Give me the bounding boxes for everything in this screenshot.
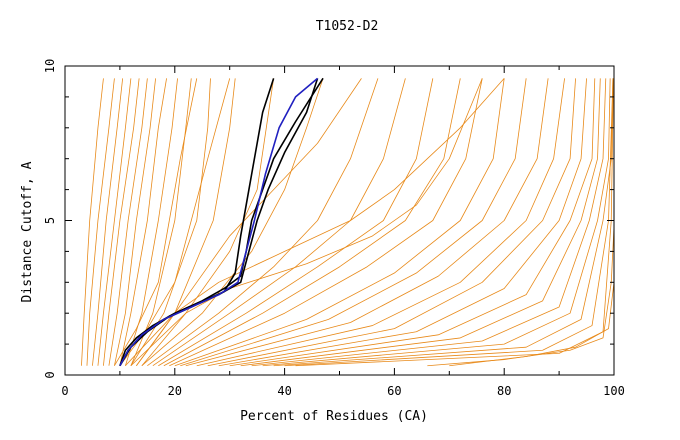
series-line-orange-21 xyxy=(185,78,549,367)
tick-layer: 0 20 40 60 80 100 0 5 10 xyxy=(43,59,625,398)
x-axis-label: Percent of Residues (CA) xyxy=(240,409,428,424)
series-line-orange-5 xyxy=(108,78,148,366)
series-line-orange-0 xyxy=(81,78,104,366)
series-line-orange-15 xyxy=(152,78,406,367)
series-line-orange-20 xyxy=(180,78,527,367)
series-line-orange-14 xyxy=(147,78,379,367)
series-line-orange-1 xyxy=(86,78,115,366)
series-line-orange-4 xyxy=(103,78,140,366)
series-line-orange-3 xyxy=(97,78,132,366)
series-line-orange-36 xyxy=(136,78,362,366)
series-line-orange-29 xyxy=(273,78,614,367)
series-line-orange-30 xyxy=(284,78,614,367)
x-tick-label-60: 60 xyxy=(387,384,401,398)
series-line-orange-32 xyxy=(125,78,505,367)
series-line-black-39 xyxy=(119,77,324,366)
series-line-orange-17 xyxy=(163,78,461,367)
x-tick-label-80: 80 xyxy=(497,384,511,398)
series-line-orange-31 xyxy=(295,78,614,367)
x-tick-label-20: 20 xyxy=(168,384,182,398)
y-axis-label: Distance Cutoff, A xyxy=(20,161,35,302)
series-line-orange-33 xyxy=(130,78,483,367)
series-line-orange-16 xyxy=(158,78,434,367)
series-line-orange-13 xyxy=(141,78,324,367)
series-line-orange-27 xyxy=(251,78,607,367)
series-line-orange-6 xyxy=(114,78,156,366)
y-tick-label-10: 10 xyxy=(43,59,57,73)
series-line-orange-23 xyxy=(207,78,576,367)
series-line-orange-19 xyxy=(174,78,505,367)
y-tick-label-0: 0 xyxy=(43,371,57,378)
series-line-orange-12 xyxy=(141,78,275,366)
series-line-blue-42 xyxy=(119,77,319,367)
series-line-orange-2 xyxy=(92,78,124,366)
chart-title: T1052-D2 xyxy=(316,19,379,34)
y-tick-label-5: 5 xyxy=(43,217,57,224)
series-line-orange-18 xyxy=(169,78,483,367)
series-line-orange-24 xyxy=(218,78,587,367)
series-line-orange-22 xyxy=(196,78,565,367)
x-tick-label-0: 0 xyxy=(61,384,68,398)
x-tick-label-100: 100 xyxy=(603,384,625,398)
series-line-orange-7 xyxy=(119,78,167,366)
series-layer xyxy=(81,77,615,367)
series-line-orange-26 xyxy=(240,78,601,367)
series-line-orange-35 xyxy=(114,78,198,366)
series-line-orange-10 xyxy=(130,78,211,366)
series-line-orange-25 xyxy=(229,78,596,367)
series-line-orange-38 xyxy=(449,282,615,367)
series-line-orange-28 xyxy=(262,78,611,367)
series-line-black-40 xyxy=(119,78,319,367)
series-line-orange-8 xyxy=(125,78,178,366)
x-tick-label-40: 40 xyxy=(277,384,291,398)
